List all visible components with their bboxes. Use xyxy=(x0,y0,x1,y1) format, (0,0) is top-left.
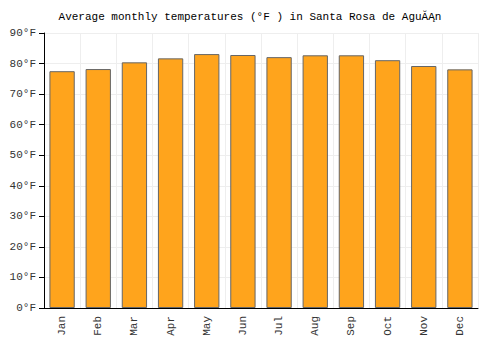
svg-text:40°F: 40°F xyxy=(10,180,36,192)
svg-text:Dec: Dec xyxy=(454,316,466,336)
svg-text:Apr: Apr xyxy=(165,316,177,336)
svg-text:Average monthly temperatures (: Average monthly temperatures (°F ) in Sa… xyxy=(59,10,442,23)
svg-text:Jul: Jul xyxy=(273,316,285,336)
svg-text:Mar: Mar xyxy=(128,316,140,336)
svg-text:May: May xyxy=(201,316,213,336)
svg-text:20°F: 20°F xyxy=(10,241,36,253)
svg-text:90°F: 90°F xyxy=(10,27,36,39)
svg-text:Oct: Oct xyxy=(382,316,394,336)
svg-text:Jan: Jan xyxy=(56,316,68,336)
svg-text:30°F: 30°F xyxy=(10,210,36,222)
svg-text:Feb: Feb xyxy=(92,316,104,336)
svg-text:Nov: Nov xyxy=(418,316,430,336)
svg-text:80°F: 80°F xyxy=(10,58,36,70)
svg-text:Jun: Jun xyxy=(237,316,249,336)
svg-text:50°F: 50°F xyxy=(10,149,36,161)
svg-text:60°F: 60°F xyxy=(10,119,36,131)
svg-text:10°F: 10°F xyxy=(10,271,36,283)
svg-text:70°F: 70°F xyxy=(10,88,36,100)
svg-text:Aug: Aug xyxy=(309,316,321,336)
svg-text:0°F: 0°F xyxy=(16,302,36,314)
svg-text:Sep: Sep xyxy=(345,316,357,336)
